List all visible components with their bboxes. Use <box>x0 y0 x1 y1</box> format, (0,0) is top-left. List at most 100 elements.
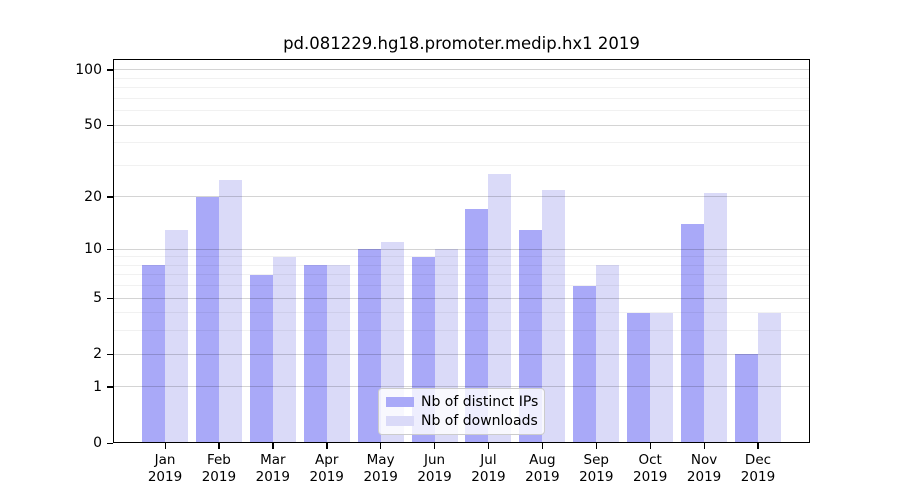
bar-downloads-jul <box>488 173 512 443</box>
x-tick-month: Oct <box>638 452 662 468</box>
x-tick-month: Aug <box>529 452 556 468</box>
x-tick <box>703 443 705 449</box>
plot-area <box>113 59 810 443</box>
x-tick-year: 2019 <box>632 468 668 485</box>
x-tick-label: Mar 2019 <box>228 452 318 485</box>
x-tick-month: Feb <box>206 452 231 468</box>
bar-downloads-nov <box>704 193 728 443</box>
x-tick-label: Sep 2019 <box>551 452 641 485</box>
bar-downloads-oct <box>650 312 674 443</box>
y-tick <box>107 196 113 198</box>
x-tick-year: 2019 <box>417 468 452 485</box>
x-tick-label: Feb 2019 <box>174 452 264 485</box>
x-tick-label: Apr 2019 <box>282 452 372 485</box>
x-tick <box>541 443 544 449</box>
x-tick <box>757 443 759 449</box>
gridline-minor <box>113 264 810 266</box>
gridline-major <box>113 196 810 198</box>
gridline-minor <box>113 77 810 79</box>
x-tick-year: 2019 <box>255 468 290 485</box>
bar-downloads-mar <box>272 256 296 443</box>
gridline-minor <box>113 164 810 166</box>
y-tick-label: 2 <box>93 346 102 363</box>
gridline-minor <box>113 87 810 89</box>
x-tick-year: 2019 <box>740 468 776 485</box>
x-tick-year: 2019 <box>471 468 506 485</box>
x-tick-month: Apr <box>315 452 339 468</box>
x-tick-month: Nov <box>690 452 718 468</box>
x-tick-year: 2019 <box>686 468 722 485</box>
bar-downloads-dec <box>757 312 781 443</box>
y-tick <box>107 353 113 355</box>
gridline-minor <box>113 110 810 112</box>
gridline-major <box>113 69 810 71</box>
x-tick-label: May 2019 <box>336 452 426 485</box>
bar-ips-sep <box>573 285 597 443</box>
y-tick <box>107 386 113 388</box>
x-tick-month: Jun <box>423 452 446 468</box>
bar-ips-jan <box>142 265 165 443</box>
bar-ips-dec <box>734 354 758 443</box>
x-tick-month: Dec <box>744 452 772 468</box>
y-tick <box>107 248 113 250</box>
y-tick-label: 50 <box>84 117 102 134</box>
gridline-minor <box>113 285 810 287</box>
legend-row: Nb of downloads <box>386 413 538 429</box>
gridline-minor <box>113 142 810 144</box>
x-tick-label: Jun 2019 <box>390 452 480 485</box>
legend-label: Nb of downloads <box>421 413 538 429</box>
y-tick <box>107 124 113 126</box>
x-tick-year: 2019 <box>309 468 344 485</box>
x-tick-month: Jan <box>154 452 176 468</box>
gridline-major <box>113 386 810 388</box>
gridline-minor <box>113 274 810 276</box>
x-tick-year: 2019 <box>525 468 560 485</box>
x-tick-year: 2019 <box>147 468 183 485</box>
chart-title: pd.081229.hg18.promoter.medip.hx1 2019 <box>283 34 640 53</box>
x-tick <box>272 443 274 449</box>
gridline-minor <box>113 312 810 314</box>
bar-ips-oct <box>627 312 651 443</box>
x-tick-label: Jul 2019 <box>443 452 533 485</box>
x-tick-year: 2019 <box>363 468 398 485</box>
y-tick-label: 1 <box>93 378 102 395</box>
bar-downloads-aug <box>542 189 566 443</box>
y-tick <box>107 69 113 71</box>
gridline-minor <box>113 330 810 332</box>
y-tick-label: 10 <box>84 241 102 258</box>
legend: Nb of distinct IPs Nb of downloads <box>378 388 545 435</box>
y-tick-label: 5 <box>93 290 102 307</box>
x-tick <box>380 443 382 449</box>
legend-row: Nb of distinct IPs <box>386 394 539 410</box>
x-tick <box>595 443 598 449</box>
x-tick-year: 2019 <box>201 468 237 485</box>
x-tick <box>326 443 328 449</box>
x-tick-year: 2019 <box>579 468 614 485</box>
gridline-minor <box>113 256 810 258</box>
y-tick-label: 0 <box>93 435 102 451</box>
x-tick <box>164 443 166 449</box>
x-tick-month: May <box>366 452 395 468</box>
x-tick <box>218 443 220 449</box>
x-tick <box>649 443 651 449</box>
gridline-major <box>113 297 810 299</box>
gridline-major <box>113 248 810 250</box>
x-tick-label: Nov 2019 <box>659 452 749 485</box>
x-tick-label: Jan 2019 <box>120 452 210 485</box>
bar-ips-may <box>357 249 381 443</box>
bar-downloads-sep <box>596 265 620 443</box>
gridline-major <box>113 124 810 126</box>
legend-label: Nb of distinct IPs <box>421 394 539 410</box>
gridline-major <box>113 353 810 355</box>
bar-downloads-jan <box>165 229 188 443</box>
legend-swatch-ips <box>386 397 414 407</box>
y-tick <box>107 297 113 299</box>
bar-ips-feb <box>195 196 219 443</box>
bar-downloads-feb <box>218 179 242 443</box>
x-tick-month: Mar <box>260 452 286 468</box>
gridline-minor <box>113 97 810 99</box>
y-tick <box>107 442 113 444</box>
x-tick-month: Sep <box>583 452 609 468</box>
x-tick <box>434 443 436 449</box>
